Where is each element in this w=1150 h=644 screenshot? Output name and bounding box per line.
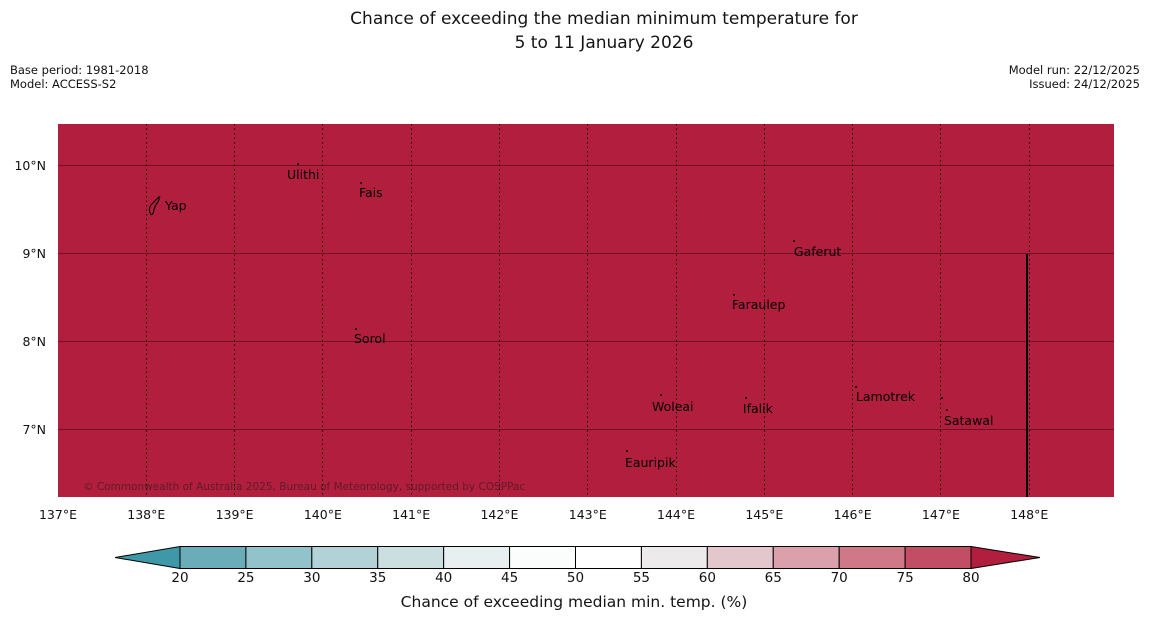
colorbar-segment xyxy=(640,546,708,569)
colorbar-tick-label: 50 xyxy=(566,570,585,586)
page-title-line1: Chance of exceeding the median minimum t… xyxy=(350,9,858,29)
longitude-tick-label: 145°E xyxy=(745,507,784,522)
place-label: Satawal xyxy=(943,412,994,428)
meridian-gridline xyxy=(1028,124,1030,497)
place-label: Eauripik xyxy=(624,454,676,470)
copyright-notice: © Commonwealth of Australia 2025, Bureau… xyxy=(83,481,526,493)
colorbar xyxy=(115,546,1040,570)
colorbar-over-arrow xyxy=(970,546,1040,570)
colorbar-under-arrow xyxy=(115,546,181,570)
latitude-tick-label: 7°N xyxy=(22,421,46,437)
place-marker xyxy=(945,408,948,411)
region-boundary-line xyxy=(1025,253,1028,497)
colorbar-segment xyxy=(575,546,642,569)
latitude-tick-label: 9°N xyxy=(22,245,46,261)
colorbar-segment xyxy=(443,546,511,569)
colorbar-axis-label: Chance of exceeding median min. temp. (%… xyxy=(400,593,748,611)
meridian-gridline xyxy=(587,124,589,497)
longitude-tick-label: 143°E xyxy=(568,507,607,522)
colorbar-segment xyxy=(377,546,445,569)
colorbar-tick-label: 45 xyxy=(500,570,519,586)
colorbar-tick-label: 55 xyxy=(632,570,650,586)
colorbar-tick-label: 80 xyxy=(962,570,980,586)
longitude-tick-label: 139°E xyxy=(215,507,254,522)
place-label: Yap xyxy=(165,198,187,213)
colorbar-tick-label: 20 xyxy=(171,570,189,586)
place-label: Faraulep xyxy=(731,296,786,312)
base-period-label: Base period: 1981-2018 xyxy=(10,63,149,77)
meridian-gridline xyxy=(322,124,324,497)
parallel-gridline xyxy=(58,165,1114,167)
place-marker xyxy=(940,397,943,399)
meridian-gridline xyxy=(234,124,236,497)
colorbar-segment xyxy=(509,546,577,569)
place-marker xyxy=(625,449,628,452)
longitude-tick-label: 141°E xyxy=(392,507,431,522)
parallel-gridline xyxy=(58,429,1114,431)
model-label: Model: ACCESS-S2 xyxy=(10,76,117,91)
place-label: Fais xyxy=(358,185,383,201)
longitude-tick-label: 137°E xyxy=(38,507,77,522)
colorbar-tick-label: 70 xyxy=(830,570,848,586)
meridian-gridline xyxy=(498,124,500,497)
page-title: Chance of exceeding the median minimum t… xyxy=(58,7,1150,55)
colorbar-tick-label: 25 xyxy=(237,570,255,586)
latitude-tick-label: 10°N xyxy=(14,157,46,173)
parallel-gridline xyxy=(58,341,1114,343)
colorbar-tick-label: 65 xyxy=(764,570,782,586)
place-marker xyxy=(744,397,747,399)
colorbar-segment xyxy=(311,546,379,569)
meridian-gridline xyxy=(763,124,765,497)
longitude-tick-label: 142°E xyxy=(480,507,519,522)
place-marker xyxy=(659,394,662,397)
longitude-tick-label: 140°E xyxy=(303,507,342,522)
meridian-gridline xyxy=(410,124,412,497)
forecast-map: © Commonwealth of Australia 2025, Bureau… xyxy=(58,124,1114,497)
parallel-gridline xyxy=(58,253,1114,255)
place-marker xyxy=(359,182,362,185)
colorbar-segment xyxy=(772,546,840,569)
colorbar-segment xyxy=(179,546,247,569)
place-marker xyxy=(792,240,795,243)
colorbar-tick-label: 40 xyxy=(435,570,453,586)
colorbar-tick-label: 75 xyxy=(896,570,914,586)
colorbar-segment xyxy=(838,546,906,569)
colorbar-tick-label: 35 xyxy=(369,570,387,586)
place-label: Woleai xyxy=(651,399,694,415)
place-label: Sorol xyxy=(353,331,386,347)
place-marker xyxy=(354,328,357,331)
model-run-label: Model run: 22/12/2025 xyxy=(1008,63,1140,77)
longitude-tick-label: 144°E xyxy=(657,507,696,522)
meridian-gridline xyxy=(852,124,854,497)
longitude-tick-label: 148°E xyxy=(1010,507,1049,522)
place-marker xyxy=(732,293,735,296)
meridian-gridline xyxy=(940,124,942,497)
colorbar-tick-label: 60 xyxy=(698,570,716,586)
longitude-tick-label: 146°E xyxy=(833,507,872,522)
meridian-gridline xyxy=(145,124,147,497)
longitude-tick-label: 147°E xyxy=(921,507,960,522)
model-metadata-right: Model run: 22/12/2025 Issued: 24/12/2025 xyxy=(1008,63,1140,91)
latitude-tick-label: 8°N xyxy=(22,333,46,349)
place-marker xyxy=(296,163,299,166)
model-metadata-left: Base period: 1981-2018 Model: ACCESS-S2 xyxy=(10,63,149,91)
place-label: Ulithi xyxy=(286,167,320,183)
colorbar-segment xyxy=(904,546,972,569)
yap-island-icon xyxy=(146,195,164,221)
place-label: Lamotrek xyxy=(855,389,916,404)
page-title-line2: 5 to 11 January 2026 xyxy=(514,33,694,53)
colorbar-tick-label: 30 xyxy=(303,570,321,586)
colorbar-segment xyxy=(245,546,313,569)
place-label: Ifalik xyxy=(742,401,773,416)
longitude-tick-label: 138°E xyxy=(127,507,166,522)
issued-label: Issued: 24/12/2025 xyxy=(1029,76,1140,91)
place-label: Gaferut xyxy=(793,244,842,260)
meridian-gridline xyxy=(675,124,677,497)
place-marker xyxy=(854,386,857,388)
colorbar-segment xyxy=(706,546,774,569)
